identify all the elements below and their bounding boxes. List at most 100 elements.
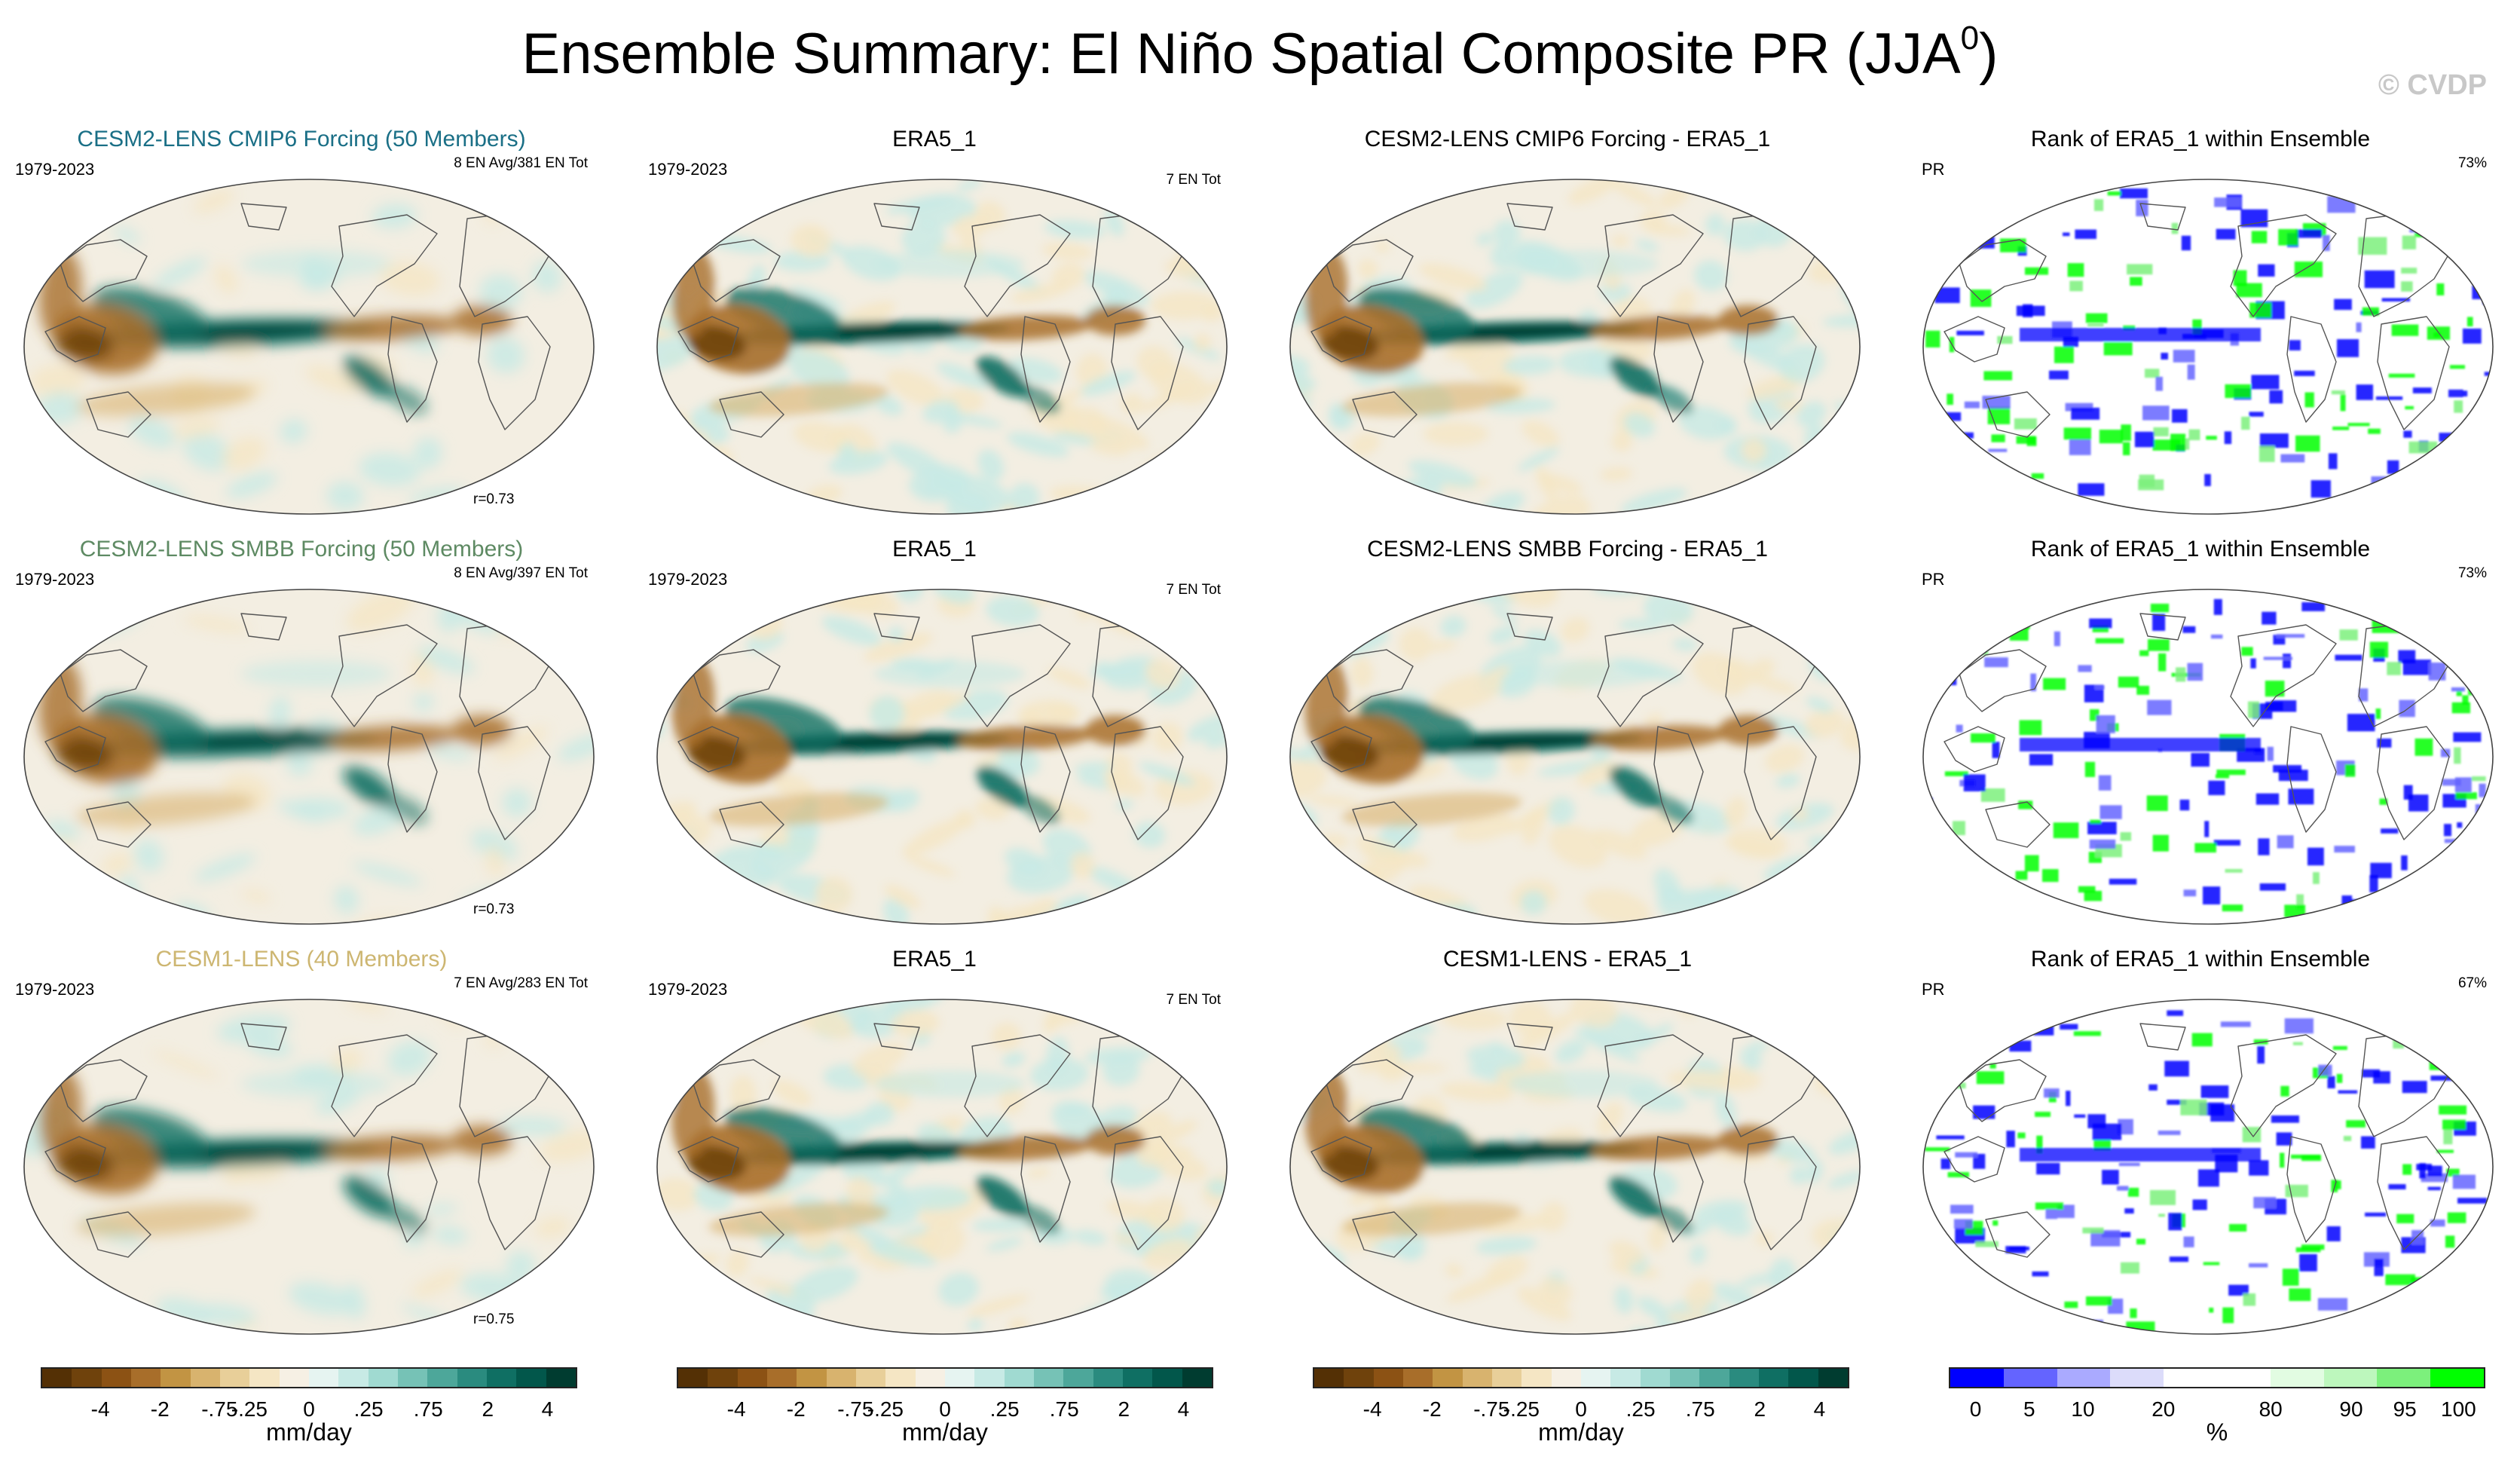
- coastline: [60, 1059, 148, 1122]
- anomaly-region: [1626, 1086, 1687, 1112]
- rank-cell: [2020, 895, 2049, 914]
- panel-title: ERA5_1: [892, 947, 977, 972]
- anomaly-region: [92, 696, 209, 749]
- rank-cell: [2301, 1244, 2325, 1250]
- anomaly-region: [154, 257, 206, 289]
- rank-cell: [2388, 373, 2415, 378]
- anomaly-region: [1815, 999, 1860, 1028]
- anomaly-region: [1408, 460, 1478, 488]
- rank-cell: [2206, 436, 2217, 440]
- anomaly-region: [716, 589, 781, 608]
- rank-cell: [2388, 1184, 2406, 1190]
- colorbar-bin: [427, 1369, 457, 1387]
- rank-cell: [1965, 914, 1973, 923]
- anomaly-region: [815, 1117, 862, 1132]
- coastline: [478, 726, 551, 840]
- rank-cell: [2280, 1152, 2285, 1168]
- anomaly-region: [1145, 659, 1180, 689]
- anomaly-region: [24, 1321, 41, 1334]
- anomaly-region: [269, 696, 291, 730]
- rank-cell: [2269, 390, 2283, 404]
- anomaly-region: [92, 286, 209, 339]
- rank-cell: [1953, 644, 1978, 650]
- anomaly-region: [1225, 993, 1236, 1008]
- rank-cell: [2224, 431, 2232, 445]
- anomaly-region: [1693, 1199, 1749, 1225]
- coastline: [1506, 203, 1553, 231]
- anomaly-region: [172, 418, 221, 438]
- anomaly-region: [1788, 589, 1816, 620]
- rank-cell: [2470, 1057, 2493, 1068]
- anomaly-region: [1810, 1283, 1860, 1300]
- map-difference: [1289, 999, 1861, 1335]
- rank-cell: [2249, 1263, 2268, 1268]
- rank-cell: [2278, 770, 2308, 782]
- coastline: [2139, 203, 2186, 231]
- anomaly-region: [1109, 481, 1140, 503]
- anomaly-region: [1026, 1167, 1051, 1178]
- rank-cell: [1964, 401, 1980, 409]
- anomaly-region: [1152, 722, 1183, 752]
- rank-cell: [2446, 1168, 2460, 1177]
- rank-cell: [2179, 799, 2190, 811]
- anomaly-region: [241, 660, 392, 687]
- rank-cell: [2332, 426, 2350, 430]
- rank-cell: [2171, 672, 2201, 677]
- anomaly-region: [657, 634, 680, 655]
- colorbar-pr-1: mm/day -4 -2 -.75 -.25 0 .25 .75 2 4: [41, 1367, 577, 1450]
- panel-ensemble-row3: CESM1-LENS (40 Members) 1979-2023 7 EN A…: [0, 947, 603, 1354]
- anomaly-region: [540, 1130, 594, 1162]
- rank-cell: [2155, 376, 2163, 391]
- rank-cell: [2440, 748, 2451, 757]
- rank-cell: [2136, 685, 2149, 695]
- anomaly-region: [1832, 219, 1860, 256]
- anomaly-region: [971, 1218, 1034, 1232]
- rank-cell: [2289, 340, 2301, 350]
- anomaly-region: [411, 1269, 463, 1298]
- coastline: [1653, 726, 1704, 833]
- anomaly-region: [1584, 889, 1651, 924]
- anomaly-region: [1295, 207, 1322, 243]
- anomaly-region: [334, 885, 359, 914]
- rank-cell: [2466, 1244, 2485, 1248]
- anomaly-region: [1592, 829, 1647, 859]
- panel-event-count: 7 EN Tot: [1166, 582, 1221, 598]
- rank-cell: [2374, 1259, 2384, 1277]
- rank-cell: [2379, 798, 2388, 805]
- anomaly-region: [657, 589, 677, 604]
- anomaly-region: [1806, 696, 1833, 713]
- coastline: [1744, 1136, 1817, 1250]
- rank-cell: [1930, 210, 1940, 216]
- anomaly-region: [1430, 673, 1503, 712]
- rank-cell: [2192, 1199, 2207, 1210]
- colorbar-tick: -.25: [231, 1397, 268, 1421]
- anomaly-region: [1784, 999, 1810, 1016]
- rank-cell: [2313, 872, 2320, 884]
- anomaly-region: [873, 394, 903, 416]
- rank-cell: [2387, 662, 2401, 675]
- coastline: [1597, 624, 1704, 727]
- anomaly-region: [1136, 346, 1174, 380]
- panel-title: CESM1-LENS - ERA5_1: [1442, 947, 1693, 972]
- anomaly-region: [986, 595, 1040, 626]
- rank-cell: [2020, 328, 2261, 341]
- anomaly-region: [387, 1204, 427, 1235]
- rank-cell: [2120, 832, 2132, 841]
- anomaly-region: [938, 1272, 979, 1306]
- rank-cell: [2249, 412, 2264, 417]
- colorbar-tick: 2: [1754, 1397, 1766, 1421]
- anomaly-region: [876, 1161, 919, 1187]
- rank-cell: [2362, 1069, 2381, 1078]
- map-outline: [23, 179, 595, 515]
- anomaly-region: [1558, 347, 1625, 377]
- coastline: [2230, 214, 2337, 317]
- anomaly-region: [1614, 1286, 1634, 1314]
- rank-cell: [2060, 1024, 2078, 1030]
- rank-cell: [2370, 862, 2392, 879]
- rank-cell: [2263, 656, 2292, 660]
- rank-cell: [1955, 1152, 1978, 1158]
- coastline: [693, 239, 781, 302]
- anomaly-region: [1043, 1009, 1062, 1033]
- rank-cell: [2020, 1148, 2261, 1161]
- anomaly-region: [277, 800, 326, 822]
